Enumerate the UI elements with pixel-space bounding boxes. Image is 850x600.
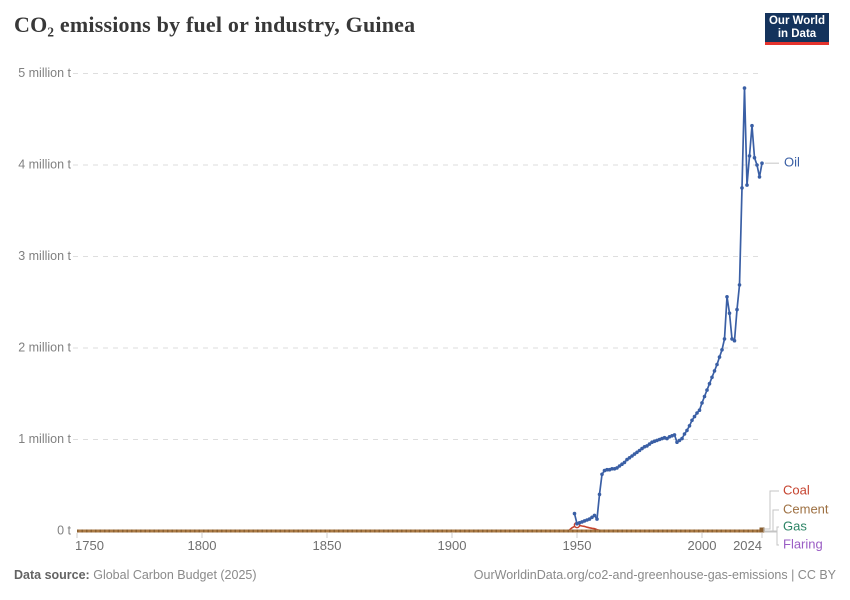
series-label-gas[interactable]: Gas — [783, 518, 807, 533]
series-label-flaring[interactable]: Flaring — [783, 536, 823, 551]
series-label-cement[interactable]: Cement — [783, 501, 829, 516]
x-axis-label: 2024 — [733, 538, 762, 553]
legend-connector-flaring — [765, 531, 779, 546]
data-source-label: Data source: — [14, 568, 90, 582]
owid-logo-line2: in Data — [777, 28, 817, 40]
owid-logo-line1: Our World — [768, 15, 825, 27]
x-axis-label: 2000 — [688, 538, 717, 553]
y-axis-label: 3 million t — [18, 249, 71, 263]
y-axis-label: 2 million t — [18, 340, 71, 354]
y-axis-label: 5 million t — [18, 66, 71, 80]
series-label-oil[interactable]: Oil — [784, 155, 800, 170]
x-axis-label: 1750 — [75, 538, 104, 553]
owid-logo[interactable]: Our World in Data — [765, 13, 829, 45]
footer-citation-link[interactable]: OurWorldinData.org/co2-and-greenhouse-ga… — [473, 568, 836, 582]
cement-end-marker — [759, 527, 765, 533]
data-source: Data source: Global Carbon Budget (2025) — [14, 568, 257, 582]
x-axis-label: 1900 — [438, 538, 467, 553]
chart-footer: Data source: Global Carbon Budget (2025)… — [14, 568, 836, 582]
chart-title: CO₂ emissions by fuel or industry, Guine… — [14, 12, 416, 37]
legend-connector-coal — [763, 490, 779, 530]
y-axis-label: 1 million t — [18, 432, 71, 446]
x-axis-label: 1800 — [188, 538, 217, 553]
series-line-oil[interactable] — [573, 87, 763, 525]
x-axis-label: 1850 — [313, 538, 342, 553]
y-axis-label: 0 t — [57, 523, 71, 537]
legend-connector-gas — [765, 526, 779, 532]
oil-point-markers[interactable] — [572, 86, 764, 526]
x-axis: 1750 1800 1850 1900 1950 2000 2024 — [75, 533, 763, 553]
series-label-coal[interactable]: Coal — [783, 482, 810, 497]
y-axis-label: 4 million t — [18, 157, 71, 171]
x-axis-label: 1950 — [563, 538, 592, 553]
data-source-value: Global Carbon Budget (2025) — [93, 568, 257, 582]
y-gridlines: 0 t 1 million t 2 million t 3 million t 4 mi… — [18, 66, 762, 537]
